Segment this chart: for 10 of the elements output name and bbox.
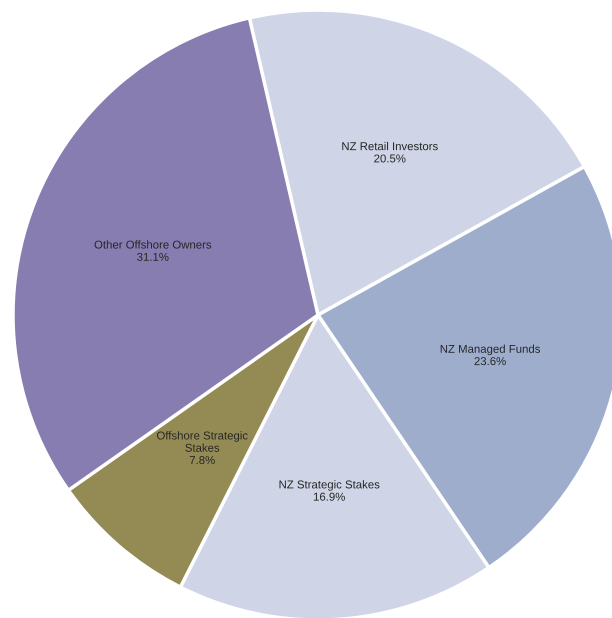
- data-label: 20.5%: [374, 154, 406, 163]
- slice-label: Offshore Strategic Stakes: [156, 431, 248, 452]
- slice-label: NZ Strategic Stakes: [280, 480, 380, 491]
- slice-label: Other Offshore Owners: [94, 240, 212, 249]
- data-label: 16.9%: [314, 492, 345, 501]
- data-label: 31.1%: [137, 252, 169, 261]
- slice-label: NZ Retail Investors: [342, 142, 438, 150]
- slice-label: NZ Managed Funds: [440, 344, 540, 356]
- data-label: 7.8%: [190, 456, 215, 464]
- data-label: 23.6%: [474, 357, 506, 366]
